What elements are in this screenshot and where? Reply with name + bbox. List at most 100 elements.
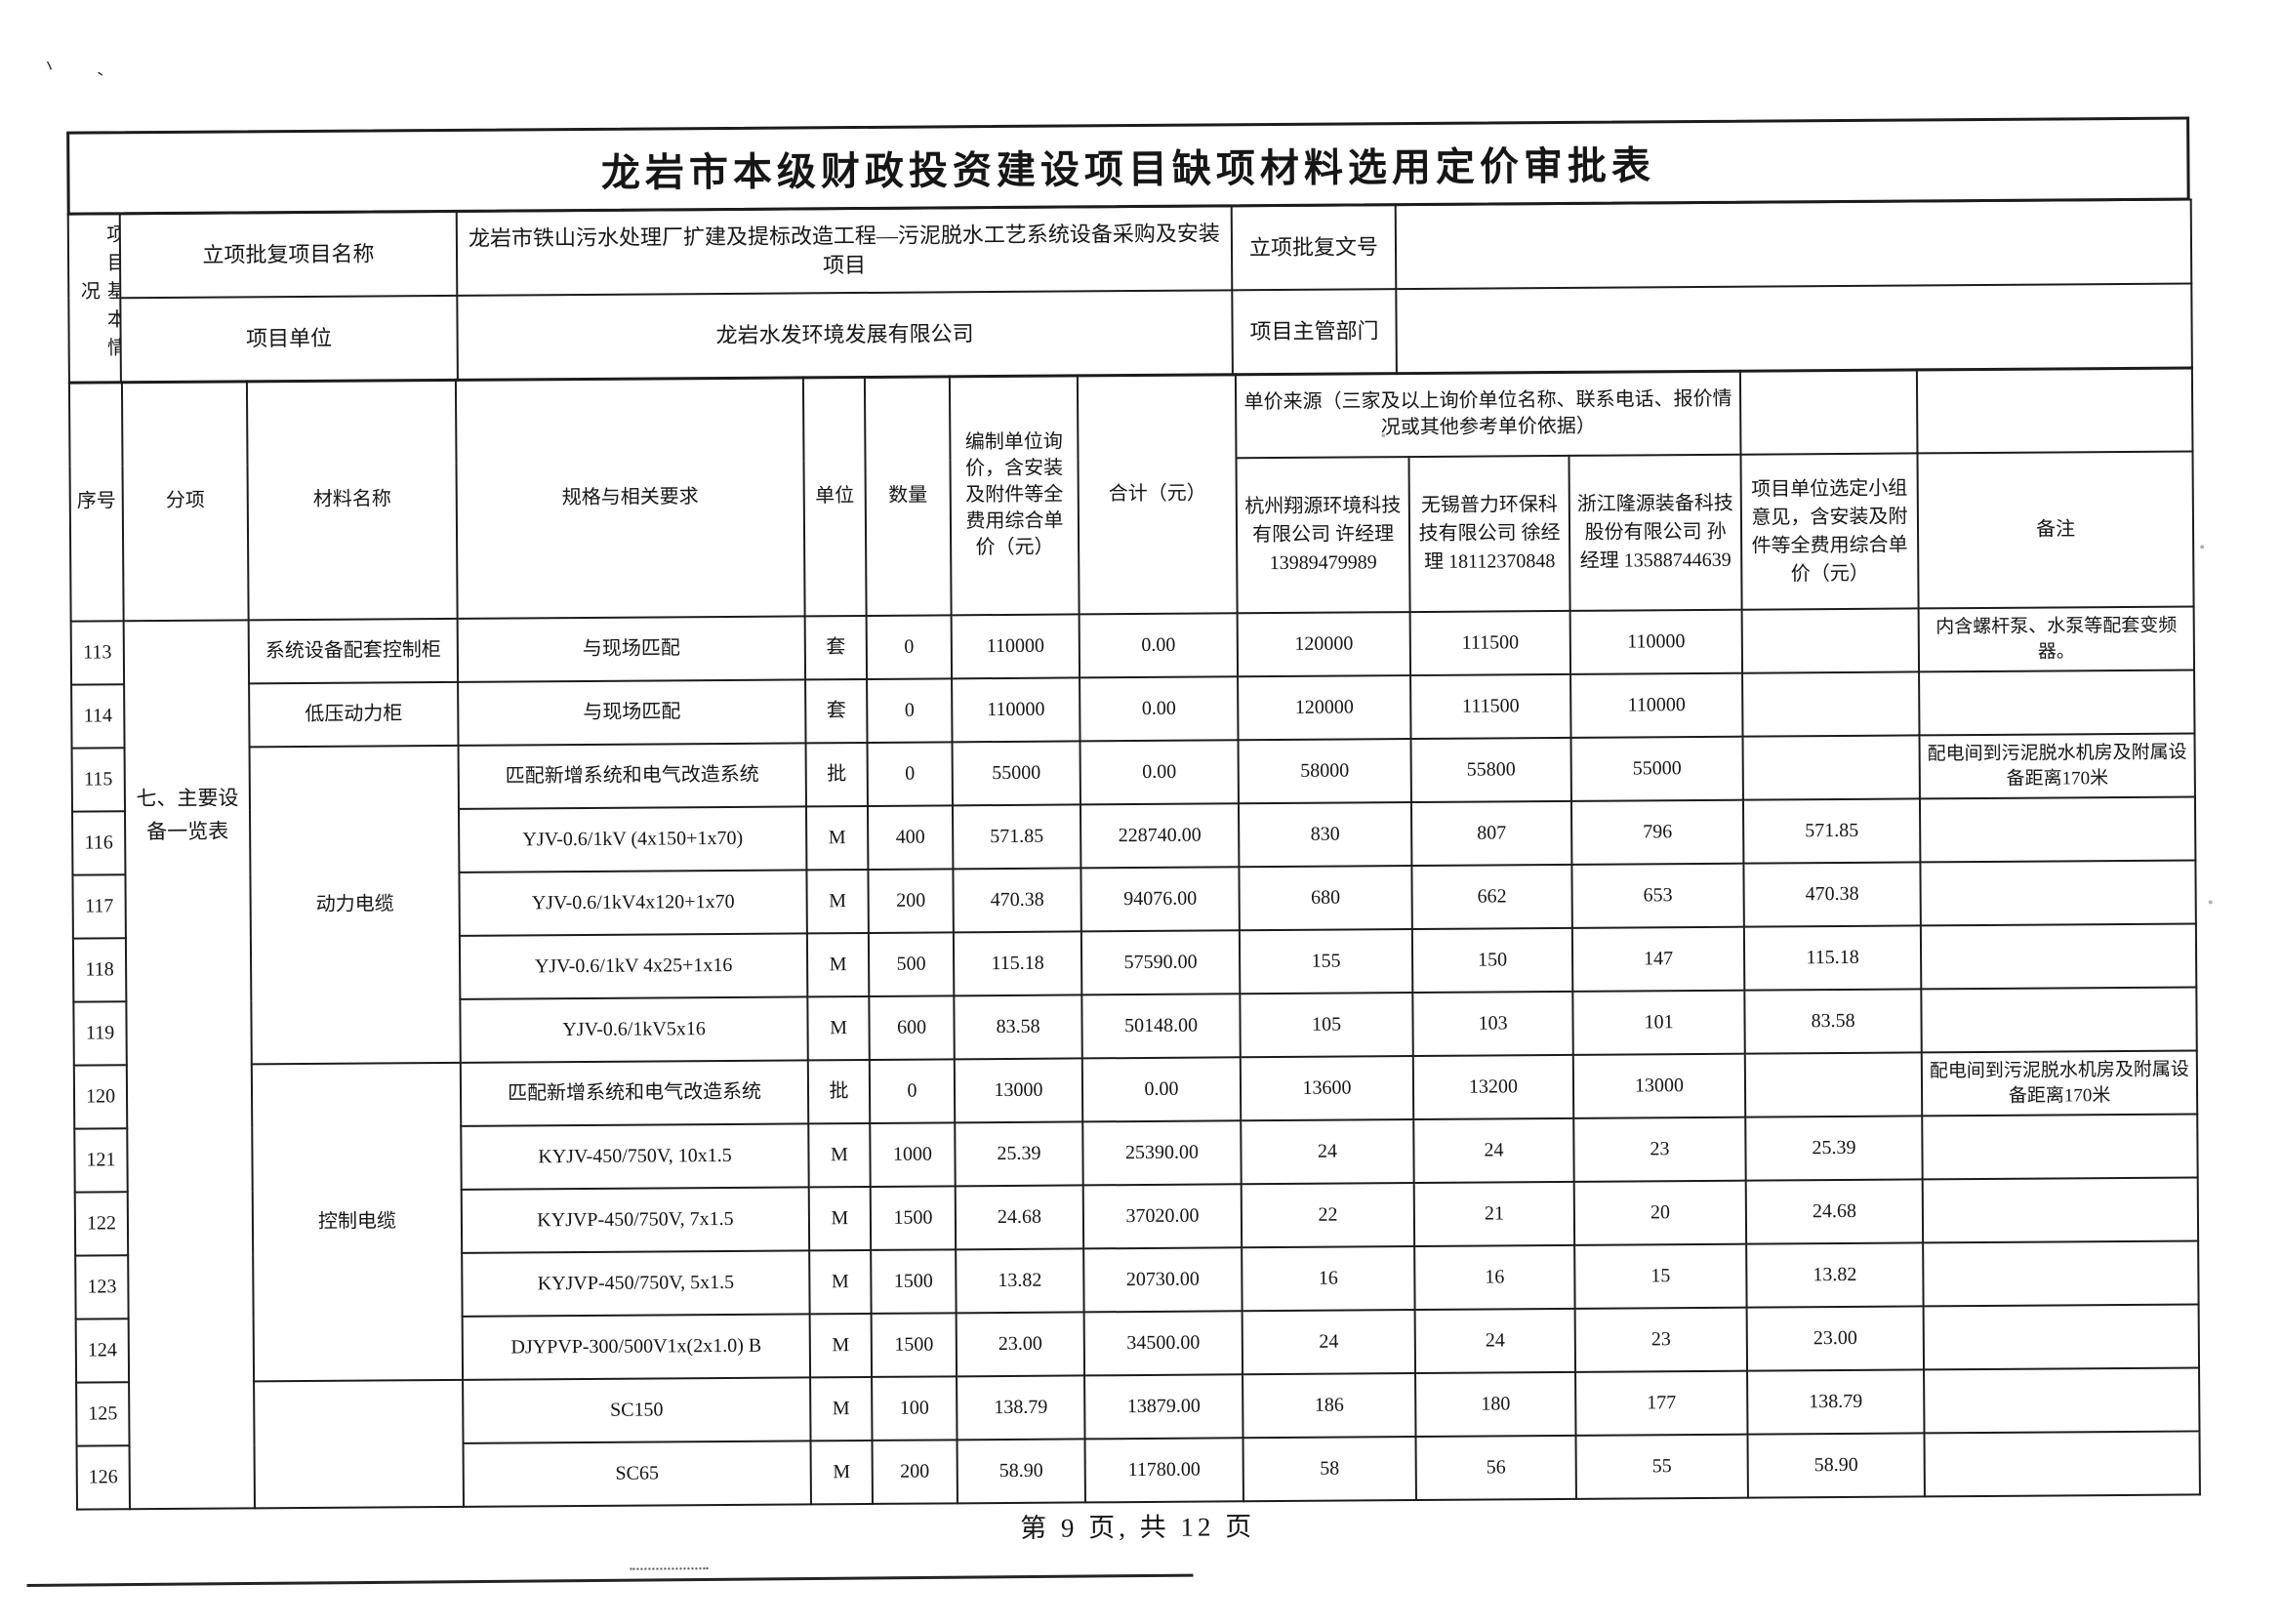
spec-cell: 与现场匹配 xyxy=(458,679,806,747)
section-label-cell: 项目基本情况 xyxy=(67,213,121,384)
col-header-selected: 项目单位选定小组意见，含安装及附件等全费用综合单价（元） xyxy=(1740,453,1919,610)
unit-price-cell: 138.79 xyxy=(957,1375,1085,1441)
spec-cell: 匹配新增系统和电气改造系统 xyxy=(458,743,806,810)
unit-price-cell: 13.82 xyxy=(956,1248,1084,1314)
selected-price-cell xyxy=(1741,608,1920,673)
vendor3-price-cell: 177 xyxy=(1575,1370,1748,1437)
vendor3-price-cell: 110000 xyxy=(1570,672,1743,739)
remark-cell: 内含螺杆泵、水泵等配套变频器。 xyxy=(1918,606,2195,672)
vendor2-price-cell: 55800 xyxy=(1410,738,1571,803)
vendor2-price-cell: 24 xyxy=(1414,1309,1576,1374)
selected-price-cell: 83.58 xyxy=(1744,989,1922,1054)
unit-price-cell: 13000 xyxy=(954,1058,1083,1123)
total-cell: 0.00 xyxy=(1081,1057,1242,1122)
vendor3-price-cell: 15 xyxy=(1574,1243,1747,1310)
total-cell: 11780.00 xyxy=(1084,1438,1243,1503)
vendor2-price-cell: 16 xyxy=(1414,1245,1575,1311)
spec-cell: SC150 xyxy=(463,1377,811,1444)
seq-cell: 120 xyxy=(73,1065,128,1129)
vendor1-price-cell: 58000 xyxy=(1238,739,1411,804)
vendor2-price-cell: 21 xyxy=(1413,1182,1575,1247)
total-cell: 0.00 xyxy=(1080,676,1239,742)
qty-cell: 0 xyxy=(867,742,953,807)
vendor2-price-cell: 662 xyxy=(1411,865,1572,930)
unit-price-cell: 83.58 xyxy=(954,995,1082,1060)
vendor3-price-cell: 55000 xyxy=(1570,736,1743,802)
spec-cell: KYJVP-450/750V, 7x1.5 xyxy=(461,1187,810,1254)
vendor2-price-cell: 56 xyxy=(1415,1436,1576,1501)
vendor1-price-cell: 120000 xyxy=(1237,612,1411,677)
seq-cell: 122 xyxy=(74,1192,129,1256)
unit-price-cell: 470.38 xyxy=(953,868,1081,933)
col-header-unit: 单位 xyxy=(802,377,867,617)
materials-table: 序号 分项 材料名称 规格与相关要求 单位 数量 编制单位询价，含安装及附件等全… xyxy=(68,367,2201,1511)
scan-speck xyxy=(1381,433,1386,438)
material-cell: 系统设备配套控制柜 xyxy=(248,619,459,684)
col-header-remark-top xyxy=(1916,367,2193,454)
unit-cell: M xyxy=(810,1441,873,1505)
project-unit-value: 龙岩水发环境发展有限公司 xyxy=(457,289,1233,381)
selected-price-cell xyxy=(1742,671,1920,737)
vendor2-price-cell: 807 xyxy=(1410,801,1572,867)
seq-cell: 119 xyxy=(73,1001,127,1066)
spec-cell: KYJVP-450/750V, 5x1.5 xyxy=(462,1250,810,1318)
total-cell: 13879.00 xyxy=(1084,1374,1243,1440)
qty-cell: 1500 xyxy=(870,1186,957,1251)
vendor1-price-cell: 120000 xyxy=(1238,675,1411,741)
unit-cell: M xyxy=(808,1187,872,1251)
material-cell: 控制电缆 xyxy=(251,1063,464,1382)
spec-cell: DJYPVP-300/500V1x(2x1.0) B xyxy=(462,1314,811,1381)
qty-cell: 200 xyxy=(872,1440,958,1505)
scan-speck xyxy=(2200,545,2205,549)
unit-cell: 套 xyxy=(804,616,868,680)
remark-cell xyxy=(1921,987,2197,1053)
unit-cell: 批 xyxy=(805,743,868,807)
spec-cell: SC65 xyxy=(463,1441,811,1508)
col-header-qty: 数量 xyxy=(864,376,952,617)
vendor2-price-cell: 111500 xyxy=(1409,611,1571,676)
unit-cell: M xyxy=(810,1377,873,1441)
unit-price-cell: 571.85 xyxy=(952,804,1081,870)
remark-cell: 配电间到污泥脱水机房及附属设备距离170米 xyxy=(1921,1050,2198,1116)
selected-price-cell: 115.18 xyxy=(1743,925,1922,991)
vendor3-price-cell: 55 xyxy=(1575,1434,1748,1500)
unit-price-cell: 110000 xyxy=(952,677,1080,743)
qty-cell: 500 xyxy=(868,932,955,997)
total-cell: 0.00 xyxy=(1080,740,1239,805)
total-cell: 228740.00 xyxy=(1080,803,1240,869)
vendor3-price-cell: 796 xyxy=(1570,799,1744,866)
col-header-source-group: 单价来源（三家及以上询价单位名称、联系电话、报价情况或其他参考单价依据） xyxy=(1235,370,1741,459)
vendor2-price-cell: 24 xyxy=(1413,1118,1574,1184)
remark-cell xyxy=(1924,1367,2200,1434)
material-cell: 动力电缆 xyxy=(249,746,461,1065)
vendor1-price-cell: 24 xyxy=(1241,1119,1414,1185)
authority-label: 项目主管部门 xyxy=(1232,288,1397,375)
vendor1-price-cell: 830 xyxy=(1238,802,1412,868)
scan-dotted-artifact xyxy=(630,1565,709,1570)
seq-cell: 124 xyxy=(75,1319,130,1383)
col-header-category: 分项 xyxy=(121,381,249,622)
qty-cell: 100 xyxy=(872,1376,958,1441)
vendor2-price-cell: 13200 xyxy=(1412,1055,1574,1120)
total-cell: 37020.00 xyxy=(1082,1184,1243,1249)
qty-cell: 0 xyxy=(869,1059,956,1124)
scan-speck: 、 xyxy=(95,61,114,80)
total-cell: 0.00 xyxy=(1079,613,1239,678)
total-cell: 94076.00 xyxy=(1080,867,1240,932)
unit-price-cell: 115.18 xyxy=(953,931,1082,996)
unit-cell: M xyxy=(806,933,870,997)
material-cell: 低压动力柜 xyxy=(249,682,459,748)
remark-cell xyxy=(1922,1114,2198,1180)
total-cell: 50148.00 xyxy=(1081,994,1241,1059)
scan-edge-line xyxy=(26,1573,1194,1588)
remark-cell xyxy=(1923,1240,2199,1307)
project-info-table: 项目基本情况 立项批复项目名称 龙岩市铁山污水处理厂扩建及提标改造工程—污泥脱水… xyxy=(67,198,2193,384)
unit-cell: 批 xyxy=(807,1060,871,1124)
vendor1-price-cell: 16 xyxy=(1242,1246,1415,1312)
seq-cell: 125 xyxy=(76,1382,130,1446)
unit-price-cell: 58.90 xyxy=(957,1439,1085,1504)
col-header-vendor2: 无锡普力环保科技有限公司 徐经理 18112370848 xyxy=(1408,456,1570,613)
qty-cell: 1000 xyxy=(870,1122,956,1188)
selected-price-cell: 571.85 xyxy=(1742,798,1921,864)
